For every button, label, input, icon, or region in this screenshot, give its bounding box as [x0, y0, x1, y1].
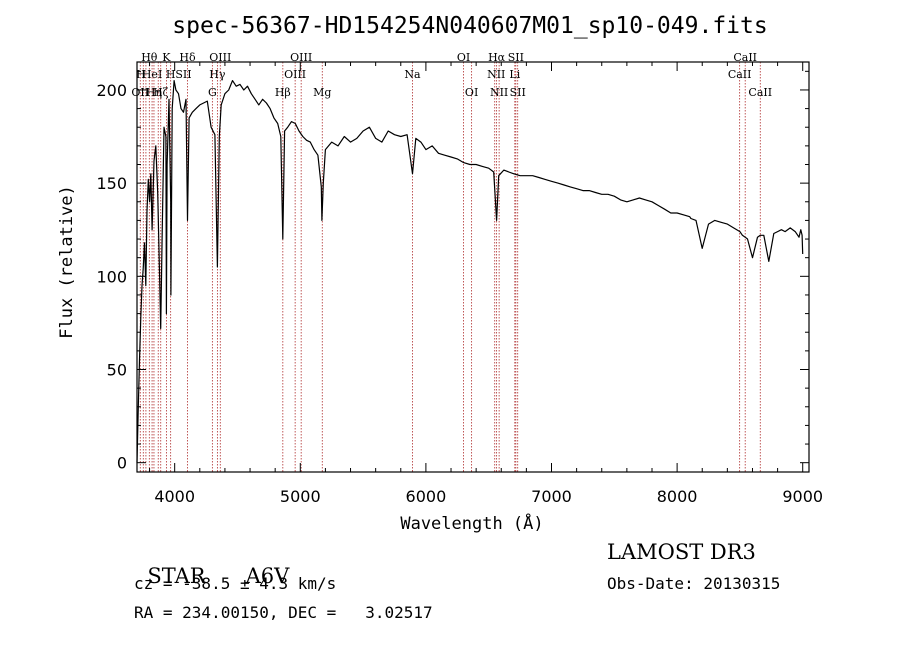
marker-label-5: OI — [457, 51, 470, 64]
y-tick-label-4: 200 — [96, 81, 127, 100]
x-tick-label-5: 9000 — [782, 487, 823, 506]
marker-label-20: Hη — [146, 86, 162, 99]
y-tick-label-3: 150 — [96, 174, 127, 193]
marker-label-14: OIII — [284, 68, 306, 81]
marker-label-24: Mg — [313, 86, 331, 99]
x-axis-label: Wavelength (Å) — [400, 512, 543, 534]
y-tick-label-0: 0 — [117, 454, 127, 473]
axis-ticks: 4000 5000 6000 7000 8000 9000 0 50 100 150 200 — [96, 62, 823, 506]
marker-label-12: SII — [175, 68, 191, 81]
marker-label-4: OIII — [290, 51, 312, 64]
marker-label-26: NII — [490, 86, 508, 99]
marker-label-13: Hγ — [209, 68, 226, 81]
marker-label-21: Hζ — [153, 86, 169, 99]
marker-label-18: CaII — [728, 68, 752, 81]
plot-frame — [136, 61, 810, 473]
marker-label-19: OII — [131, 86, 149, 99]
marker-label-15: Na — [404, 68, 421, 81]
marker-label-6: Hα — [488, 51, 506, 64]
y-tick-label-2: 100 — [96, 267, 127, 286]
marker-label-7: SII — [508, 51, 524, 64]
survey-name: LAMOST DR3 — [607, 540, 756, 564]
x-tick-label-4: 8000 — [657, 487, 698, 506]
marker-label-17: Li — [509, 68, 520, 81]
redshift-text: cz = -38.5 ± 4.3 km/s — [134, 574, 337, 593]
marker-label-10: HeI — [142, 68, 162, 81]
marker-label-9: H — [136, 68, 146, 81]
coordinates-text: RA = 234.00150, DEC = 3.02517 — [134, 603, 433, 622]
x-tick-label-1: 5000 — [280, 487, 321, 506]
obs-date-text: Obs-Date: 20130315 — [607, 574, 781, 593]
object-subclass: A6V — [245, 564, 290, 588]
marker-label-27: SII — [510, 86, 526, 99]
x-tick-label-3: 7000 — [531, 487, 572, 506]
marker-label-16: NII — [487, 68, 505, 81]
marker-label-22: G — [208, 86, 217, 99]
marker-label-8: CaII — [733, 51, 757, 64]
y-axis-label: Flux (relative) — [57, 185, 77, 339]
y-tick-label-1: 50 — [107, 361, 127, 380]
object-class: STAR — [147, 564, 206, 588]
x-tick-label-2: 6000 — [406, 487, 447, 506]
line-markers — [139, 62, 761, 472]
marker-label-25: OI — [465, 86, 478, 99]
spectrum-line — [136, 80, 804, 463]
chart-title: spec-56367-HD154254N040607M01_sp10-049.f… — [172, 13, 767, 39]
x-tick-label-0: 4000 — [154, 487, 195, 506]
marker-label-11: H — [166, 68, 176, 81]
marker-label-1: K — [162, 51, 171, 64]
marker-label-2: Hδ — [179, 51, 196, 64]
marker-label-23: Hβ — [275, 86, 291, 99]
marker-label-0: Hθ — [141, 51, 158, 64]
marker-label-28: CaII — [748, 86, 772, 99]
marker-label-3: OIII — [209, 51, 231, 64]
